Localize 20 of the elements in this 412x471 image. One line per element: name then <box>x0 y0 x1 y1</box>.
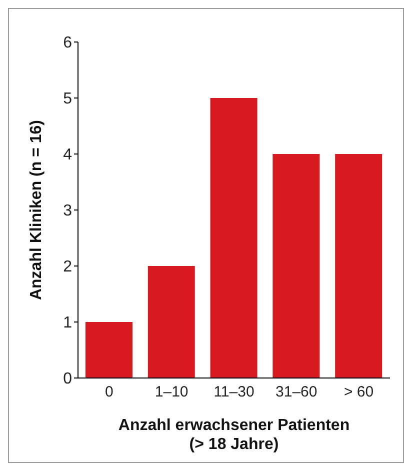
y-tick-label: 6 <box>63 34 72 52</box>
y-tick-label: 0 <box>63 370 72 388</box>
bar <box>85 322 132 378</box>
x-tick-label: 11–30 <box>214 384 254 401</box>
y-axis-title: Anzahl Kliniken (n = 16) <box>28 120 45 300</box>
x-axis-title: Anzahl erwachsener Patienten (> 18 Jahre) <box>118 417 350 453</box>
x-tick-label: 1–10 <box>154 384 188 401</box>
y-tick-label: 1 <box>63 314 72 332</box>
chart-frame: Anzahl erwachsener Patienten (> 18 Jahre) Anzahl Kliniken (n = 16) 0 1–10 11–30 31–60 > 60 0 1 2 3 4 5 6 <box>8 8 404 463</box>
x-tick-label: 0 <box>105 384 114 401</box>
bar <box>210 98 258 378</box>
y-tick-label: 3 <box>63 202 72 220</box>
bar <box>335 154 382 378</box>
x-tick-label: > 60 <box>344 384 374 401</box>
y-tick-label: 5 <box>63 90 72 108</box>
y-tick-label: 4 <box>63 146 72 164</box>
x-tick-label: 31–60 <box>276 384 318 401</box>
bar <box>272 154 320 378</box>
y-tick-label: 2 <box>63 258 72 276</box>
bar <box>148 266 195 378</box>
